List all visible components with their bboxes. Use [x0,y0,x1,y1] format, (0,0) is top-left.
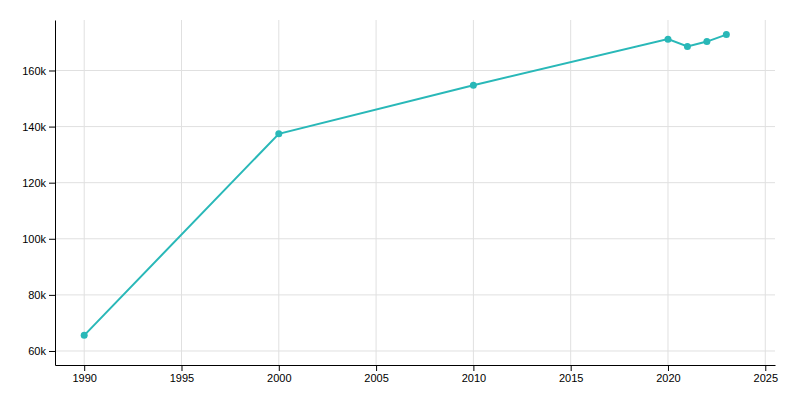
y-tick-label: 120k [22,177,46,189]
y-tick-mark [49,351,55,352]
grid-line-x [765,20,766,365]
grid-line-y [55,294,775,295]
x-axis-line [56,365,776,366]
grid-line-y [55,238,775,239]
y-tick: 160k [22,65,55,77]
x-tick: 1990 [72,365,96,384]
grid-line-y [55,182,775,183]
point [81,332,88,339]
x-tick-label: 1995 [170,372,194,384]
y-axis-line [55,21,56,366]
y-tick-label: 100k [22,233,46,245]
y-tick-mark [49,295,55,296]
x-tick-mark [84,365,85,371]
x-tick-mark [279,365,280,371]
y-tick: 100k [22,233,55,245]
y-tick: 60k [28,345,55,357]
x-tick-label: 2020 [656,372,680,384]
chart: 1990 1995 2000 2005 2010 2015 2020 2025 60k 80k 10… [0,0,800,400]
x-tick-label: 2000 [267,372,291,384]
y-tick-label: 80k [28,289,46,301]
grid-line-x [473,20,474,365]
y-tick-label: 140k [22,121,46,133]
x-tick: 1995 [170,365,194,384]
x-tick-mark [668,365,669,371]
x-tick-label: 2010 [462,372,486,384]
point [723,31,730,38]
grid-line-x [278,20,279,365]
y-axis: 60k 80k 100k 120k 140k 160k [22,21,55,366]
x-tick: 2010 [462,365,486,384]
x-tick: 2000 [267,365,291,384]
grid-line-x [667,20,668,365]
grid-line-x [570,20,571,365]
x-tick: 2005 [364,365,388,384]
x-tick-mark [571,365,572,371]
grid-line-x [84,20,85,365]
point [703,38,710,45]
x-tick-mark [765,365,766,371]
point [275,130,282,137]
grid-line-y [55,126,775,127]
grid-line-x [376,20,377,365]
x-tick-label: 1990 [72,372,96,384]
y-tick-mark [49,70,55,71]
y-tick: 120k [22,177,55,189]
x-tick: 2020 [656,365,680,384]
x-axis: 1990 1995 2000 2005 2010 2015 2020 2025 [56,365,779,384]
y-tick-label: 60k [28,345,46,357]
y-tick: 140k [22,121,55,133]
point [664,36,671,43]
y-tick: 80k [28,289,55,301]
y-tick-mark [49,127,55,128]
x-tick-mark [473,365,474,371]
y-tick-label: 160k [22,65,46,77]
marks [81,31,730,339]
grid-line-y [55,350,775,351]
point [684,43,691,50]
x-tick-mark [181,365,182,371]
line [84,35,726,336]
y-tick-mark [49,183,55,184]
x-tick-label: 2005 [364,372,388,384]
y-tick-mark [49,239,55,240]
x-tick-label: 2015 [559,372,583,384]
plot: 1990 1995 2000 2005 2010 2015 2020 2025 60k 80k 10… [22,20,778,384]
x-tick: 2025 [754,365,778,384]
point [470,82,477,89]
grid-line-y [55,70,775,71]
grid [55,20,775,365]
x-tick: 2015 [559,365,583,384]
x-tick-mark [376,365,377,371]
x-tick-label: 2025 [754,372,778,384]
grid-line-x [181,20,182,365]
